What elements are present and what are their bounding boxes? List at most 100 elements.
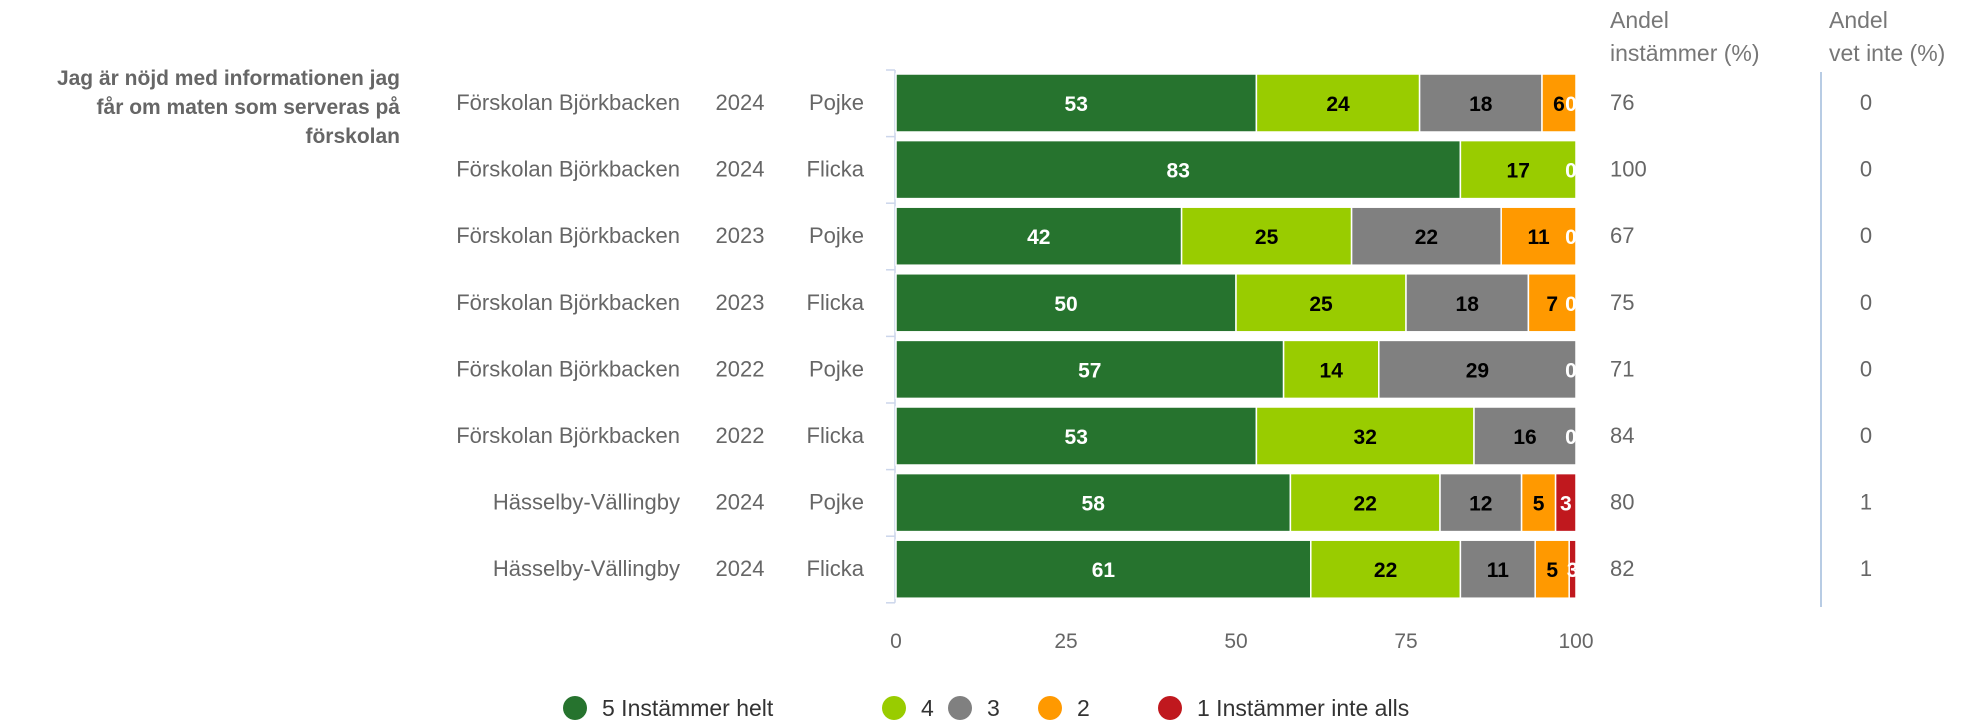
data-label: 22 (1415, 226, 1438, 249)
data-label: 6 (1553, 93, 1565, 116)
agree-value: 100 (1610, 157, 1647, 182)
row-gender-label: Pojke (809, 223, 864, 248)
dontknow-header-line: vet inte (%) (1829, 40, 1945, 66)
legend-marker (563, 696, 587, 720)
agree-value: 80 (1610, 490, 1634, 515)
row-year-label: 2023 (716, 223, 765, 248)
row-unit-label: Förskolan Björkbacken (456, 90, 680, 115)
data-label: 53 (1065, 93, 1088, 116)
data-label: 7 (1546, 293, 1558, 316)
bar-segment (1459, 539, 1536, 599)
bar-segment (1459, 139, 1577, 200)
data-label: 5 (1546, 559, 1558, 582)
dontknow-value: 0 (1860, 223, 1872, 248)
data-label: 58 (1082, 493, 1106, 516)
row-year-label: 2023 (716, 290, 765, 315)
row-unit-label: Förskolan Björkbacken (456, 223, 680, 248)
bar-segment (895, 73, 1258, 133)
data-label: 0 (1565, 293, 1577, 316)
row-gender-label: Pojke (809, 490, 864, 515)
data-label: 61 (1092, 559, 1116, 582)
percent-columns: 76 0 100 0 67 0 75 0 71 0 84 0 80 1 82 1 (1610, 90, 1872, 581)
dontknow-value: 0 (1860, 356, 1872, 381)
bar-segment (1541, 73, 1577, 133)
bar-segment (1439, 472, 1523, 533)
bar-segment (1534, 539, 1570, 599)
agree-value: 67 (1610, 223, 1634, 248)
question-line: förskolan (305, 125, 400, 148)
data-label: 42 (1027, 226, 1050, 249)
agree-value: 76 (1610, 90, 1634, 115)
row-labels: Förskolan Björkbacken 2024 Pojke Förskolan … (456, 90, 865, 581)
row-year-label: 2022 (716, 356, 765, 381)
row-gender-label: Flicka (807, 423, 865, 448)
bar-segment (1568, 539, 1577, 599)
dontknow-value: 1 (1860, 556, 1872, 581)
bar-segment (1255, 73, 1421, 133)
data-label: 16 (1513, 426, 1536, 449)
legend-item: 2 (1038, 695, 1090, 721)
legend-marker (882, 696, 906, 720)
row-gender-label: Flicka (807, 290, 865, 315)
bar-segment (1289, 472, 1441, 533)
row-unit-label: Förskolan Björkbacken (456, 290, 680, 315)
bar-segment (895, 472, 1292, 533)
row-unit-label: Förskolan Björkbacken (456, 423, 680, 448)
bar-segment (1527, 273, 1577, 333)
data-label: 53 (1065, 426, 1088, 449)
data-label: 14 (1320, 359, 1344, 382)
row-gender-label: Flicka (807, 157, 865, 182)
legend: 5 Instämmer helt 4 3 2 1 Instämmer inte alls (563, 695, 1409, 721)
dontknow-value: 0 (1860, 423, 1872, 448)
row-year-label: 2024 (716, 157, 765, 182)
x-tick-label: 75 (1394, 630, 1417, 653)
row-unit-label: Hässelby-Vällingby (493, 556, 680, 581)
agree-value: 75 (1610, 290, 1634, 315)
data-label: 24 (1326, 93, 1350, 116)
column-headers: Andel instämmer (%) Andel vet inte (%) (1610, 7, 1945, 66)
legend-label: 3 (987, 695, 1000, 721)
data-label: 83 (1167, 160, 1190, 183)
data-label: 57 (1078, 359, 1101, 382)
row-year-label: 2024 (716, 90, 765, 115)
bar-segment (895, 406, 1258, 466)
dontknow-value: 0 (1860, 157, 1872, 182)
legend-marker (1038, 696, 1062, 720)
data-label: 22 (1374, 559, 1397, 582)
data-label: 0 (1565, 359, 1577, 382)
data-label: 3 (1560, 493, 1572, 516)
x-tick-label: 100 (1558, 630, 1593, 653)
dontknow-value: 0 (1860, 290, 1872, 315)
bar-segment (895, 539, 1312, 599)
agree-header-line: instämmer (%) (1610, 40, 1760, 66)
data-label: 18 (1456, 293, 1480, 316)
row-year-label: 2024 (716, 556, 765, 581)
question-line: Jag är nöjd med informationen jag (57, 67, 400, 90)
data-label: 0 (1565, 226, 1577, 249)
data-label: 11 (1527, 226, 1550, 249)
data-label: 0 (1565, 160, 1577, 183)
data-label: 5 (1533, 493, 1545, 516)
legend-marker (948, 696, 972, 720)
legend-item: 4 (882, 695, 934, 721)
x-tick-label: 50 (1224, 630, 1247, 653)
legend-item: 1 Instämmer inte alls (1158, 695, 1409, 721)
legend-marker (1158, 696, 1182, 720)
bar-segment (1405, 273, 1530, 333)
bar-segment (1282, 339, 1380, 400)
bar-segment (1473, 406, 1577, 466)
row-year-label: 2022 (716, 423, 765, 448)
data-label: 25 (1309, 293, 1333, 316)
agree-value: 84 (1610, 423, 1634, 448)
data-label: 12 (1469, 493, 1492, 516)
legend-item: 3 (948, 695, 1000, 721)
x-axis: 0 25 50 75 100 (886, 69, 1822, 653)
x-tick-label: 0 (890, 630, 902, 653)
bar-segment (1500, 206, 1577, 266)
data-label: 29 (1466, 359, 1489, 382)
bar-segment (1235, 273, 1407, 333)
agree-value: 82 (1610, 556, 1634, 581)
question-line: får om maten som serveras på (97, 96, 401, 119)
question-text: Jag är nöjd med informationen jag får om … (57, 67, 400, 148)
